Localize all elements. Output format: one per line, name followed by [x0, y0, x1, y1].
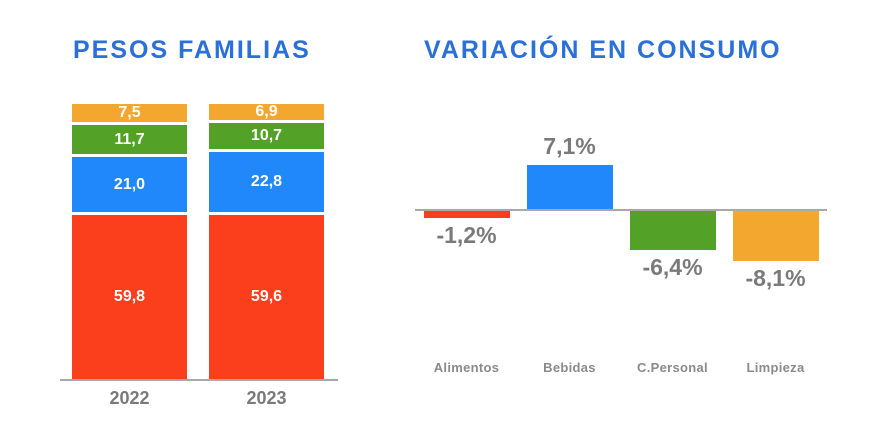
left-chart-title: PESOS FAMILIAS [73, 36, 311, 64]
segment-blue-2022: 21,0 [72, 157, 187, 215]
value-label-Bebidas: 7,1% [543, 133, 596, 159]
segment-green-2022: 11,7 [72, 125, 187, 157]
value-label-C.Personal: -6,4% [642, 254, 703, 280]
segment-value-label: 10,7 [250, 127, 283, 144]
segment-value-label: 6,9 [255, 103, 278, 120]
segment-value-label: 7,5 [118, 104, 141, 121]
segment-orange-2023: 6,9 [209, 104, 324, 123]
category-label-Limpieza: Limpieza [746, 360, 805, 375]
segment-value-label: 59,6 [250, 288, 283, 305]
bar-Alimentos [423, 210, 510, 218]
segment-blue-2023: 22,8 [209, 152, 324, 215]
segment-value-label: 22,8 [250, 173, 283, 190]
x-axis-line [60, 379, 338, 381]
right-chart-title: VARIACIÓN EN CONSUMO [424, 36, 782, 64]
segment-red-2023: 59,6 [209, 215, 324, 379]
segment-value-label: 21,0 [113, 175, 146, 193]
category-label-Alimentos: Alimentos [433, 360, 500, 375]
stacked-bar-2022: 7,5 11,7 21,0 59,8 [72, 100, 187, 379]
segment-value-label: 11,7 [114, 130, 145, 148]
segment-value-label: 59,8 [113, 288, 146, 305]
segment-red-2022: 59,8 [72, 215, 187, 379]
stacked-bar-2023: 6,9 10,7 22,8 59,6 [209, 100, 324, 379]
stacked-bar-chart: 7,5 11,7 21,0 59,8 6,9 10,7 22,8 59,6 [72, 100, 324, 379]
zero-axis-line [415, 209, 827, 211]
bar-Limpieza [732, 210, 819, 261]
value-label-Limpieza: -8,1% [745, 265, 806, 291]
bar-Bebidas [526, 165, 613, 210]
segment-green-2023: 10,7 [209, 123, 324, 152]
category-label-C.Personal: C.Personal [637, 360, 708, 375]
segment-orange-2022: 7,5 [72, 104, 187, 125]
category-label-Bebidas: Bebidas [543, 360, 596, 375]
variation-bar-chart: -1,2% Alimentos 7,1% Bebidas -6,4% C.Personal… [415, 120, 827, 400]
year-label-2022: 2022 [109, 388, 150, 408]
bar-C.Personal [629, 210, 716, 250]
year-axis-labels: 2022 2023 [72, 388, 324, 409]
value-label-Alimentos: -1,2% [436, 222, 497, 248]
year-label-2023: 2023 [246, 388, 287, 408]
